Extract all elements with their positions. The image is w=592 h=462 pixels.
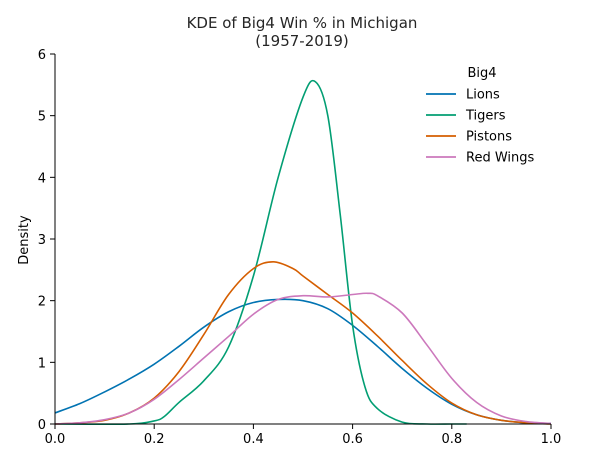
x-tick-label: 0.8 [441, 432, 462, 447]
legend: Big4 Lions Tigers Pistons Red Wings [426, 66, 535, 166]
series-line-tigers [54, 79, 467, 426]
y-tick-label: 0 [38, 418, 46, 433]
legend-title: Big4 [467, 66, 496, 81]
x-tick-label: 0.0 [45, 432, 66, 447]
legend-label-pistons: Pistons [466, 130, 512, 145]
y-tick-label: 2 [38, 295, 46, 310]
legend-label-tigers: Tigers [465, 109, 506, 124]
y-tick-label: 3 [38, 233, 46, 248]
y-tick-label: 4 [38, 171, 46, 186]
y-axis-ticks: 0 1 2 3 4 5 6 [38, 48, 55, 433]
y-tick-label: 1 [38, 356, 46, 371]
series-line-red-wings [54, 292, 552, 425]
legend-label-red-wings: Red Wings [466, 151, 535, 166]
y-tick-label: 6 [38, 48, 46, 63]
series-line-pistons [54, 261, 552, 425]
series-line-lions [54, 298, 552, 425]
chart-title-line1: KDE of Big4 Win % in Michigan [187, 14, 418, 32]
x-axis-ticks: 0.0 0.2 0.4 0.6 0.8 1.0 [45, 424, 562, 447]
y-tick-label: 5 [38, 110, 46, 125]
chart-title-line2: (1957-2019) [255, 32, 348, 50]
x-tick-label: 1.0 [541, 432, 562, 447]
legend-label-lions: Lions [466, 88, 500, 103]
y-axis-label: Density [17, 215, 32, 265]
series-lines [54, 79, 552, 426]
x-tick-label: 0.4 [243, 432, 264, 447]
x-tick-label: 0.6 [342, 432, 363, 447]
x-tick-label: 0.2 [144, 432, 165, 447]
